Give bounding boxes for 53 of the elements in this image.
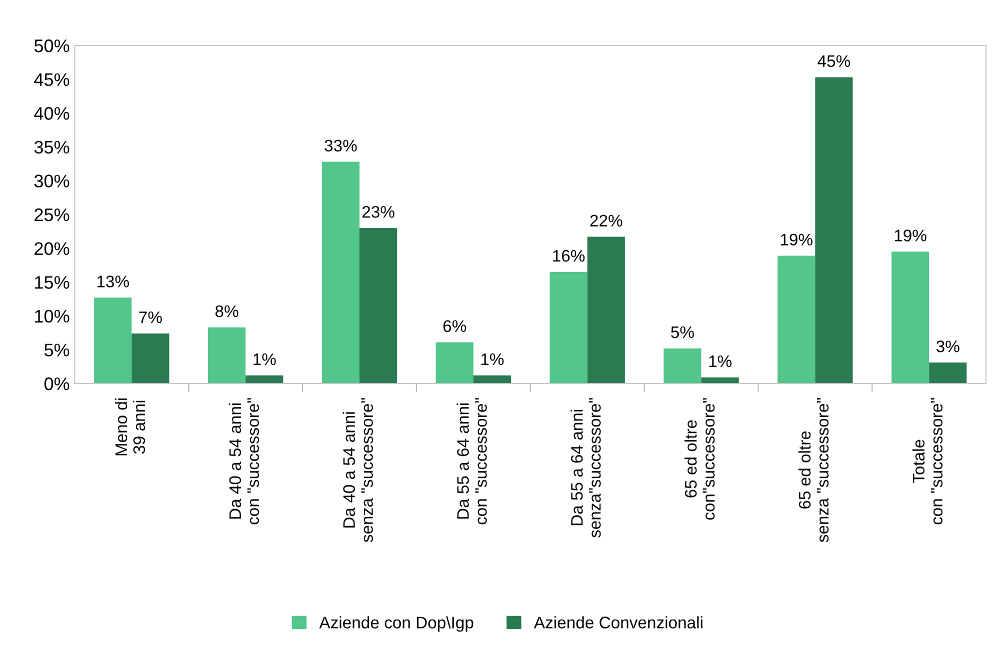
x-tick-label: Totale con "successore" xyxy=(912,398,943,524)
bar xyxy=(587,236,625,384)
bar xyxy=(778,256,816,384)
y-tick-label: 15% xyxy=(35,276,70,289)
data-label: 1% xyxy=(254,353,276,366)
bar xyxy=(664,348,702,384)
data-label: 33% xyxy=(324,140,357,152)
bar xyxy=(473,375,512,384)
x-tick-label: 65 ed oltre senza "successore" xyxy=(798,398,829,542)
bar xyxy=(359,228,398,384)
bar xyxy=(701,377,739,384)
y-tick-label: 0% xyxy=(44,377,70,390)
bar xyxy=(132,333,170,384)
bar xyxy=(246,375,284,384)
x-tick-label: Da 55 a 64 anni con "successore" xyxy=(456,398,487,524)
y-tick-label: 35% xyxy=(34,140,70,154)
bar xyxy=(322,162,360,384)
y-tick-label: 50% xyxy=(34,39,70,52)
x-tick-label: 65 ed oltre con"successore" xyxy=(684,398,715,520)
data-label: 45% xyxy=(818,55,850,68)
y-tick-label: 25% xyxy=(34,208,70,222)
bar xyxy=(550,272,588,384)
legend-label: Aziende Convenzionali xyxy=(534,616,702,628)
bar xyxy=(815,77,853,384)
data-label: 19% xyxy=(894,230,926,242)
x-tick-label: Da 40 a 54 anni con "successore" xyxy=(228,398,260,524)
data-label: 1% xyxy=(709,355,732,368)
x-tick-label: Meno di 39 anni xyxy=(114,398,146,456)
data-label: 6% xyxy=(443,320,466,332)
x-tick-label: Da 40 a 54 anni senza "successore" xyxy=(342,398,373,542)
data-label: 13% xyxy=(97,276,129,288)
y-tick-label: 30% xyxy=(34,174,70,188)
data-label: 7% xyxy=(139,312,162,324)
data-label: 22% xyxy=(590,214,622,227)
data-label: 23% xyxy=(362,206,394,218)
data-label: 1% xyxy=(481,353,504,366)
bar xyxy=(891,252,930,384)
y-tick-label: 10% xyxy=(35,310,70,323)
y-tick-label: 5% xyxy=(44,344,70,356)
y-tick-label: 45% xyxy=(34,73,70,86)
data-label: 8% xyxy=(215,305,238,318)
bar xyxy=(929,362,967,384)
data-label: 3% xyxy=(936,340,960,352)
bar xyxy=(94,298,132,384)
data-label: 5% xyxy=(671,326,694,338)
data-label: 19% xyxy=(780,234,812,246)
legend-label: Aziende con Dop\Igp xyxy=(319,616,474,632)
x-tick-label: Da 55 a 64 anni senza"successore" xyxy=(570,398,601,538)
bar xyxy=(208,327,246,384)
data-label: 16% xyxy=(553,250,585,262)
y-tick-label: 40% xyxy=(34,107,70,120)
bar xyxy=(436,342,474,384)
y-tick-label: 20% xyxy=(34,242,70,256)
